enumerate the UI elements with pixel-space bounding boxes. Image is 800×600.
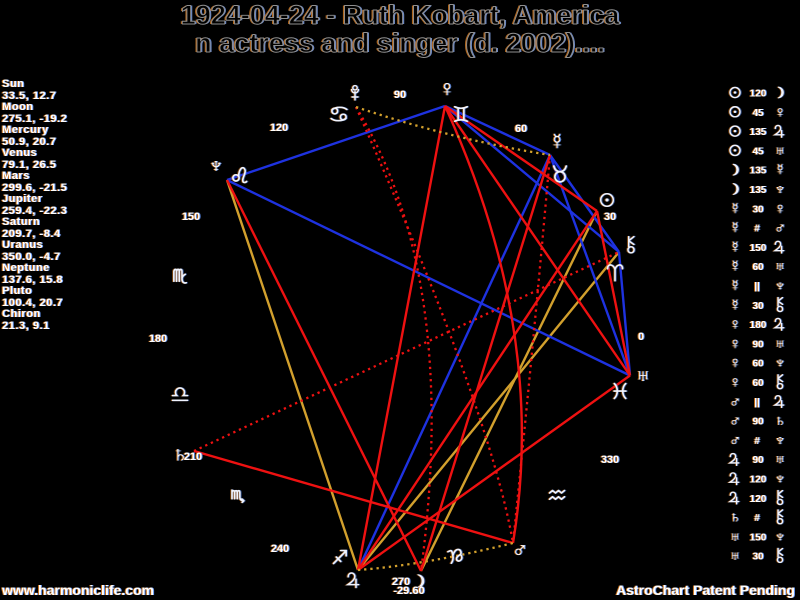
svg-text:♀: ♀ — [438, 75, 455, 101]
svg-text:♆: ♆ — [774, 181, 786, 199]
svg-text:60: 60 — [515, 123, 527, 135]
svg-text:90: 90 — [394, 89, 406, 101]
svg-text:#: # — [754, 513, 760, 524]
svg-text:135: 135 — [750, 185, 767, 196]
svg-text:♅: ♅ — [634, 362, 651, 388]
svg-text:♄: ♄ — [729, 509, 741, 527]
svg-text:-29.60: -29.60 — [393, 585, 424, 597]
svg-text:90: 90 — [752, 455, 764, 466]
svg-text:♂: ♂ — [511, 536, 528, 562]
svg-text:120: 120 — [750, 475, 767, 486]
svg-text:♀: ♀ — [729, 335, 741, 353]
svg-text:60: 60 — [752, 359, 764, 370]
svg-text:♂: ♂ — [729, 412, 741, 430]
svg-text:30: 30 — [604, 211, 616, 223]
svg-text:♆: ♆ — [774, 354, 786, 372]
svg-text:♀: ♀ — [774, 200, 786, 218]
svg-text:♀: ♀ — [774, 103, 786, 121]
svg-text:30: 30 — [752, 552, 764, 563]
svg-text:270: 270 — [392, 576, 410, 588]
svg-text:♆: ♆ — [774, 470, 786, 488]
svg-text:♅: ♅ — [774, 142, 786, 160]
svg-text:90: 90 — [752, 339, 764, 350]
svg-text:♅: ♅ — [729, 547, 741, 565]
svg-text:☿: ☿ — [729, 258, 741, 276]
svg-text:♀: ♀ — [729, 316, 741, 334]
svg-text:240: 240 — [271, 543, 289, 555]
svg-text:☿: ☿ — [729, 238, 741, 256]
svg-text:♄: ♄ — [774, 412, 786, 430]
svg-text:♅: ♅ — [774, 335, 786, 353]
svg-text:60: 60 — [752, 378, 764, 389]
svg-text:#: # — [754, 224, 760, 235]
svg-text:120: 120 — [270, 122, 288, 134]
svg-text:150: 150 — [750, 243, 767, 254]
svg-text:☿: ☿ — [548, 128, 565, 154]
svg-text:||: || — [754, 397, 760, 408]
svg-text:30: 30 — [752, 204, 764, 215]
svg-text:♅: ♅ — [774, 451, 786, 469]
svg-text:210: 210 — [184, 451, 202, 463]
svg-text:180: 180 — [149, 333, 167, 345]
svg-text:90: 90 — [752, 417, 764, 428]
svg-text:♅: ♅ — [774, 258, 786, 276]
svg-text:♂: ♂ — [774, 219, 786, 237]
svg-text:330: 330 — [601, 454, 619, 466]
svg-text:45: 45 — [752, 108, 764, 119]
svg-text:♂: ♂ — [729, 393, 741, 411]
svg-text:150: 150 — [182, 211, 200, 223]
svg-text:☿: ☿ — [774, 161, 786, 179]
svg-text:☿: ☿ — [729, 200, 741, 218]
svg-text:♆: ♆ — [207, 152, 224, 178]
svg-text:120: 120 — [750, 494, 767, 505]
svg-text:#: # — [754, 436, 760, 447]
svg-text:♂: ♂ — [729, 431, 741, 449]
svg-text:||: || — [754, 282, 760, 293]
svg-text:♆: ♆ — [774, 431, 786, 449]
svg-text:45: 45 — [752, 146, 764, 157]
svg-text:♆: ♆ — [774, 277, 786, 295]
svg-text:120: 120 — [750, 89, 767, 100]
svg-text:135: 135 — [750, 166, 767, 177]
svg-text:♄: ♄ — [171, 441, 188, 467]
svg-text:♀: ♀ — [729, 374, 741, 392]
svg-text:180: 180 — [750, 320, 767, 331]
svg-text:♅: ♅ — [729, 528, 741, 546]
svg-text:☿: ☿ — [729, 277, 741, 295]
svg-text:0: 0 — [638, 331, 644, 343]
svg-text:135: 135 — [750, 127, 767, 138]
svg-text:♀: ♀ — [729, 354, 741, 372]
svg-text:♆: ♆ — [774, 528, 786, 546]
svg-text:150: 150 — [750, 532, 767, 543]
svg-text:☿: ☿ — [729, 296, 741, 314]
svg-text:30: 30 — [752, 301, 764, 312]
svg-text:☿: ☿ — [729, 219, 741, 237]
svg-text:60: 60 — [752, 262, 764, 273]
